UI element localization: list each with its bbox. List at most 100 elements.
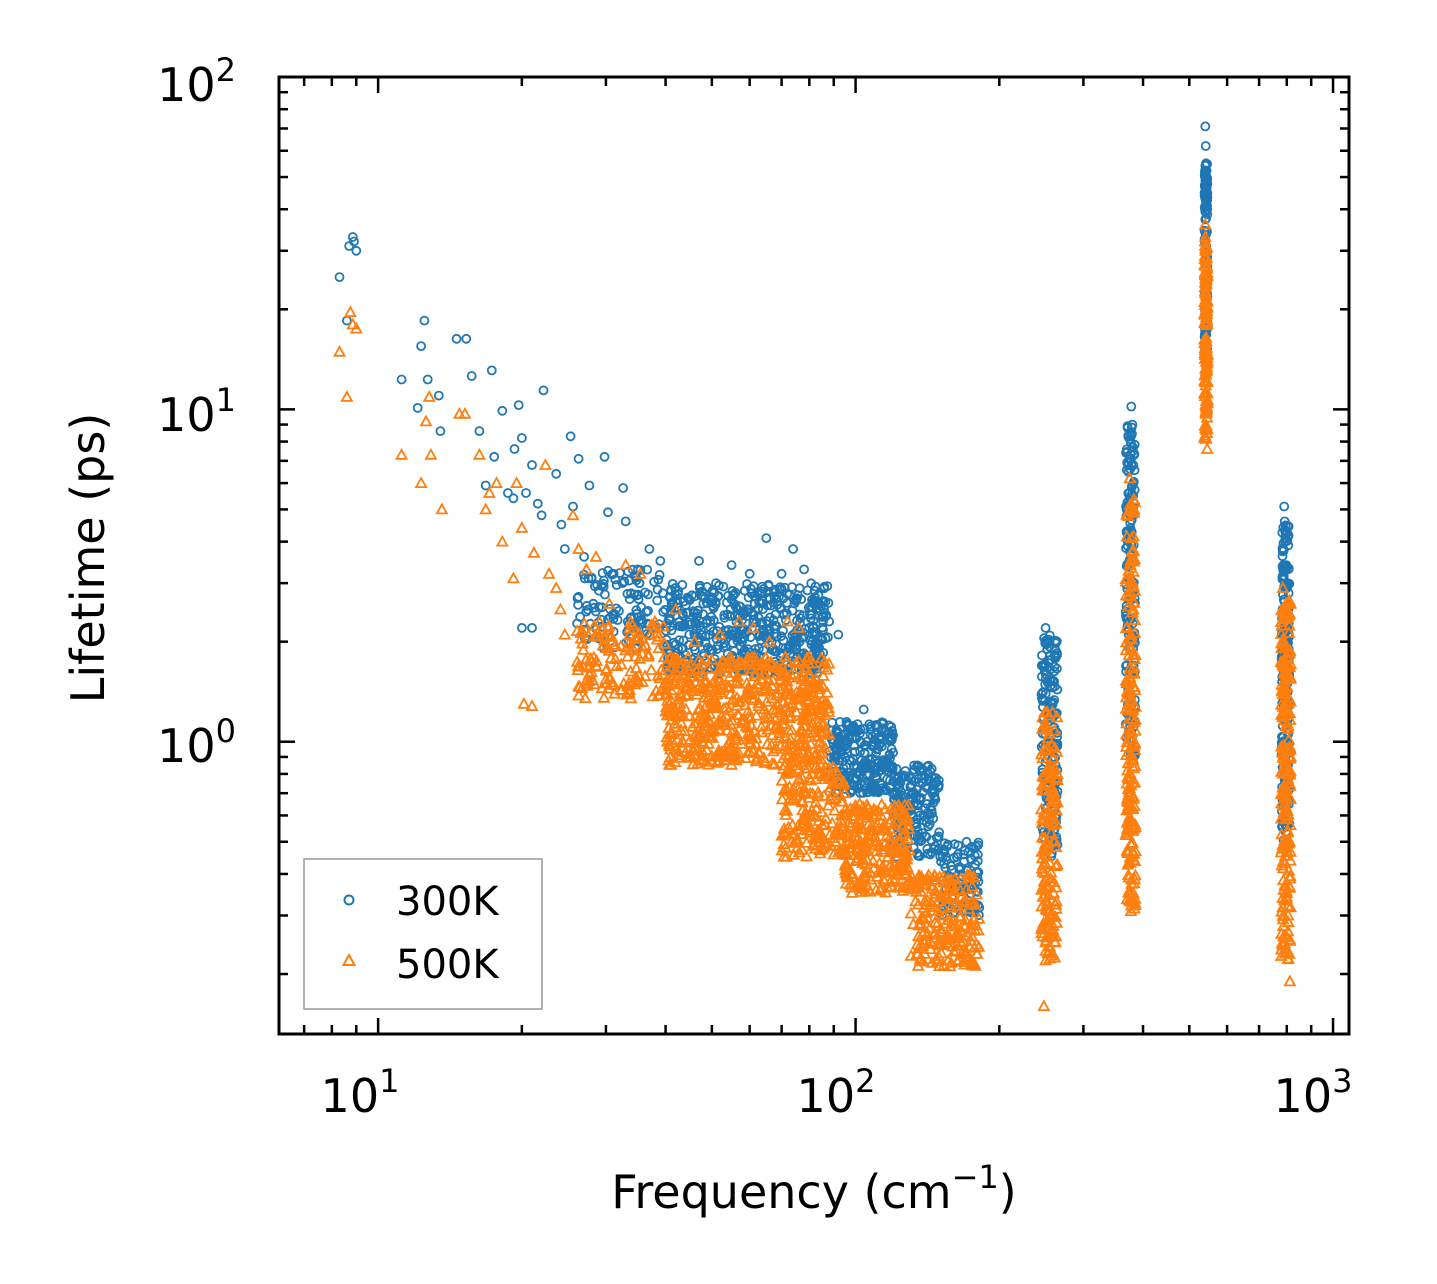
- point-300k-852: [886, 744, 897, 754]
- point-300k-538: [819, 583, 829, 594]
- point-500k-84: [575, 636, 590, 649]
- point-300k-611: [770, 646, 781, 656]
- point-500k-713: [669, 653, 683, 665]
- point-300k-893: [843, 732, 854, 743]
- point-500k-1487: [1048, 834, 1062, 847]
- point-500k-1118: [879, 829, 894, 841]
- point-500k-1347: [934, 924, 948, 937]
- point-300k-1914: [897, 772, 907, 783]
- point-500k-1312: [965, 917, 979, 930]
- point-500k-75: [622, 621, 637, 634]
- point-500k-633: [752, 696, 766, 708]
- point-300k-1841: [1277, 571, 1288, 582]
- point-500k-2160: [1282, 947, 1296, 959]
- point-500k-651: [815, 746, 830, 758]
- point-300k-1875: [521, 488, 531, 498]
- point-500k-1708: [1123, 693, 1137, 706]
- point-500k-1324: [905, 877, 919, 889]
- point-500k-623: [728, 747, 742, 760]
- point-500k-677: [683, 747, 697, 759]
- point-500k-6: [577, 616, 592, 629]
- point-500k-634: [792, 729, 806, 742]
- point-500k-2099: [510, 476, 524, 489]
- point-500k-719: [661, 673, 675, 685]
- point-500k-722: [688, 740, 702, 752]
- point-500k-2065: [1283, 694, 1298, 707]
- point-500k-2049: [1278, 754, 1292, 766]
- point-300k-1854: [349, 236, 359, 247]
- point-300k-1889: [620, 516, 631, 527]
- point-300k-516: [776, 631, 787, 642]
- point-300k-1142: [939, 838, 950, 849]
- legend-marker-500k: [341, 952, 357, 966]
- point-500k-1836: [1199, 250, 1214, 263]
- point-500k-513: [712, 743, 726, 756]
- point-500k-2131: [895, 840, 909, 853]
- point-500k-910: [779, 840, 793, 853]
- point-500k-1096: [896, 820, 910, 833]
- point-500k-1695: [1127, 799, 1141, 811]
- point-500k-1134: [876, 872, 890, 884]
- point-500k-2151: [1199, 288, 1213, 301]
- point-300k-1859: [416, 341, 427, 352]
- point-500k-1351: [923, 900, 937, 912]
- legend: 300K 500K: [303, 858, 543, 1010]
- point-500k-2104: [538, 458, 552, 470]
- point-300k-855: [884, 749, 895, 760]
- point-500k-1515: [1044, 826, 1058, 838]
- point-500k-1342: [967, 870, 981, 882]
- point-500k-1294: [951, 927, 965, 940]
- point-300k-1077: [922, 761, 932, 772]
- point-500k-1710: [1128, 683, 1142, 695]
- point-500k-658: [686, 720, 700, 732]
- point-500k-102: [624, 664, 638, 677]
- point-300k-1901: [711, 578, 721, 588]
- point-500k-1853: [1200, 299, 1214, 312]
- point-500k-502: [667, 669, 681, 681]
- point-300k-638: [723, 625, 734, 635]
- point-500k-2115: [633, 566, 647, 579]
- point-500k-1344: [944, 900, 958, 913]
- point-500k-909: [825, 771, 839, 783]
- point-500k-1155: [839, 856, 853, 868]
- point-500k-915: [822, 761, 836, 774]
- point-300k-1144: [959, 856, 970, 867]
- point-500k-819: [800, 836, 814, 848]
- point-500k-2043: [1279, 599, 1293, 612]
- point-300k-494: [766, 600, 776, 611]
- point-500k-1302: [921, 936, 935, 949]
- point-300k-602: [778, 609, 789, 620]
- point-300k-1858: [419, 315, 430, 326]
- point-300k-1942: [1279, 516, 1290, 527]
- point-500k-480: [706, 674, 721, 687]
- point-300k-898: [862, 736, 872, 747]
- point-500k-655: [743, 682, 757, 695]
- point-500k-2111: [579, 562, 593, 575]
- point-300k-1020: [892, 773, 903, 784]
- point-500k-629: [714, 685, 728, 698]
- point-300k-380: [743, 592, 754, 603]
- point-500k-1068: [901, 798, 915, 811]
- point-300k-364: [712, 644, 722, 654]
- point-500k-1851: [1199, 374, 1213, 386]
- point-500k-698: [700, 685, 715, 698]
- point-500k-2109: [566, 508, 580, 521]
- point-500k-1460: [1040, 836, 1054, 849]
- point-500k-1606: [1123, 661, 1137, 674]
- point-500k-43: [635, 639, 649, 652]
- point-500k-880: [814, 805, 829, 818]
- point-500k-1111: [842, 835, 856, 848]
- point-500k-332: [701, 662, 715, 674]
- point-500k-2140: [1043, 767, 1058, 779]
- point-300k-106: [575, 612, 585, 622]
- point-500k-646: [757, 702, 771, 715]
- point-500k-1697: [1121, 857, 1135, 870]
- point-500k-543: [705, 749, 719, 762]
- point-500k-1843: [1199, 271, 1213, 284]
- point-300k-689: [855, 746, 865, 757]
- point-500k-893: [809, 795, 823, 808]
- point-500k-2116: [648, 614, 662, 627]
- point-500k-675: [701, 757, 715, 770]
- point-500k-1700: [1122, 703, 1136, 716]
- point-500k-1681: [1121, 868, 1135, 880]
